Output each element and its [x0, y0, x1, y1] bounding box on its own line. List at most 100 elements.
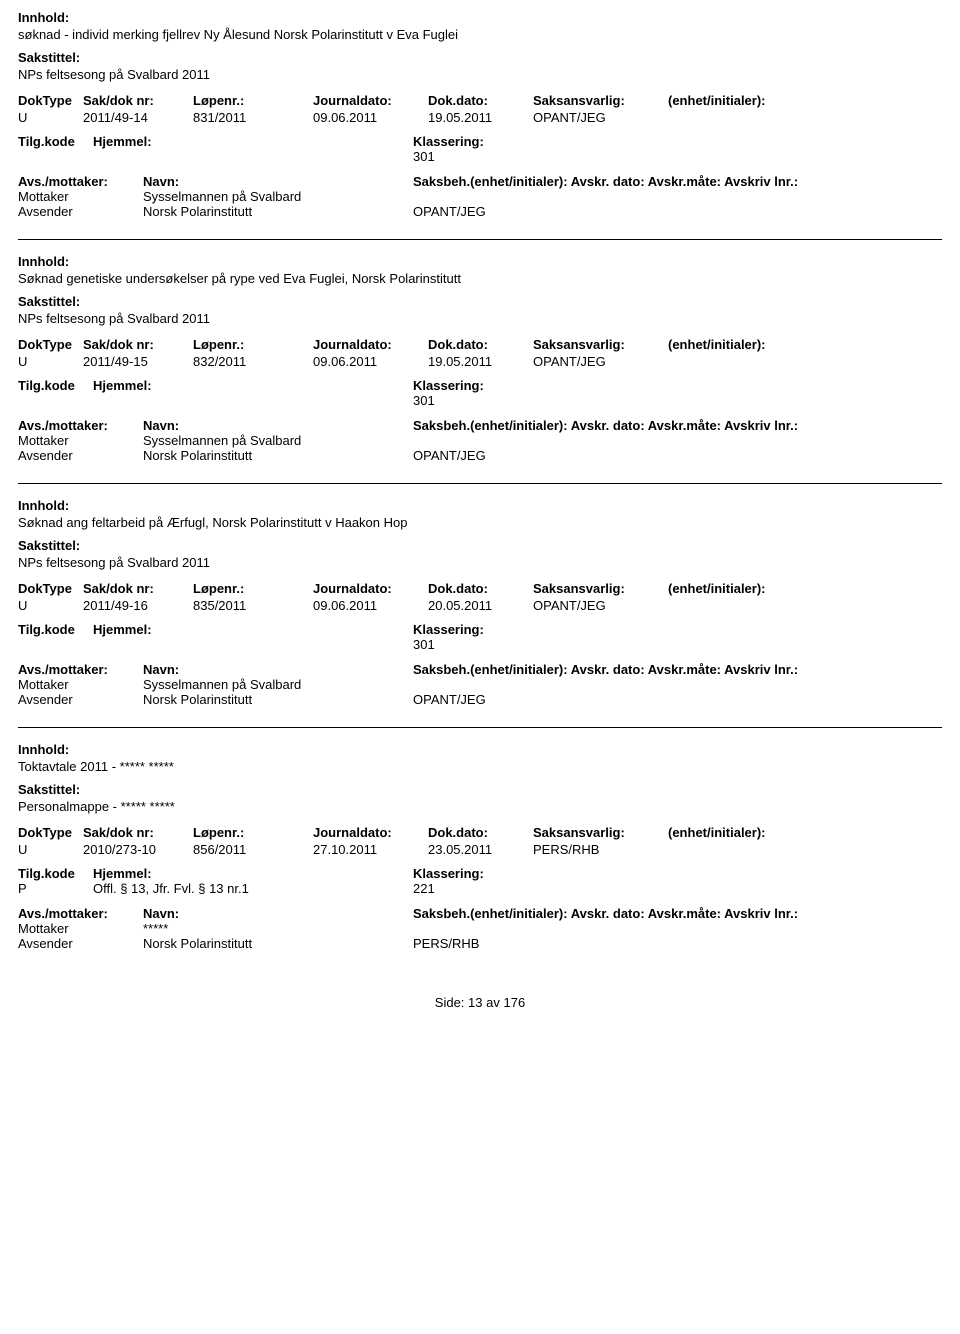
avsmottaker-label: Avs./mottaker:	[18, 662, 143, 677]
val-enhet	[668, 353, 942, 370]
val-lopenr: 835/2011	[193, 597, 313, 614]
record-divider	[18, 727, 942, 728]
party-name: Norsk Polarinstitutt	[143, 692, 413, 707]
sakstittel-text: NPs feltsesong på Svalbard 2011	[18, 309, 942, 336]
meta-header-row: DokType Sak/dok nr: Løpenr.: Journaldato…	[18, 336, 942, 353]
val-dokdato: 19.05.2011	[428, 353, 533, 370]
tilgkode-label: Tilg.kode	[18, 378, 93, 393]
innhold-text: Søknad genetiske undersøkelser på rype v…	[18, 269, 942, 294]
col-doktype: DokType	[18, 824, 83, 841]
val-sakdok: 2011/49-16	[83, 597, 193, 614]
val-doktype: U	[18, 109, 83, 126]
navn-label: Navn:	[143, 906, 413, 921]
avsmottaker-label: Avs./mottaker:	[18, 174, 143, 189]
journal-record: Innhold:Toktavtale 2011 - ***** *****Sak…	[18, 742, 942, 965]
meta-header-row: DokType Sak/dok nr: Løpenr.: Journaldato…	[18, 824, 942, 841]
navn-label: Navn:	[143, 662, 413, 677]
party-row: Avsender Norsk Polarinstitutt OPANT/JEG	[18, 692, 942, 707]
party-name: Norsk Polarinstitutt	[143, 204, 413, 219]
innhold-label: Innhold:	[18, 742, 942, 757]
saksbeh-header: Saksbeh.(enhet/initialer): Avskr. dato: …	[413, 174, 942, 189]
val-journaldato: 09.06.2011	[313, 597, 428, 614]
col-sakdok: Sak/dok nr:	[83, 580, 193, 597]
klassering-label: Klassering:	[413, 866, 942, 881]
col-journaldato: Journaldato:	[313, 92, 428, 109]
tilg-klass-row: Tilg.kode Hjemmel: P Offl. § 13, Jfr. Fv…	[18, 866, 942, 896]
klassering-label: Klassering:	[413, 134, 942, 149]
tilg-klass-row: Tilg.kode Hjemmel: Klassering: 301	[18, 378, 942, 408]
party-row: Mottaker Sysselmannen på Svalbard	[18, 677, 942, 692]
hjemmel-label: Hjemmel:	[93, 622, 152, 637]
col-sakdok: Sak/dok nr:	[83, 336, 193, 353]
tilg-klass-row: Tilg.kode Hjemmel: Klassering: 301	[18, 134, 942, 164]
parties-block: Avs./mottaker: Navn: Saksbeh.(enhet/init…	[18, 174, 942, 219]
tilg-klass-row: Tilg.kode Hjemmel: Klassering: 301	[18, 622, 942, 652]
page-footer: Side: 13 av 176	[18, 965, 942, 1010]
party-row: Avsender Norsk Polarinstitutt PERS/RHB	[18, 936, 942, 951]
col-saksansvarlig: Saksansvarlig:	[533, 336, 668, 353]
col-journaldato: Journaldato:	[313, 824, 428, 841]
parties-block: Avs./mottaker: Navn: Saksbeh.(enhet/init…	[18, 662, 942, 707]
sakstittel-label: Sakstittel:	[18, 294, 942, 309]
party-role: Avsender	[18, 692, 143, 707]
val-saksansvarlig: OPANT/JEG	[533, 597, 668, 614]
klassering-value: 301	[413, 149, 942, 164]
sakstittel-label: Sakstittel:	[18, 782, 942, 797]
party-saksbeh	[413, 677, 942, 692]
innhold-label: Innhold:	[18, 498, 942, 513]
col-doktype: DokType	[18, 336, 83, 353]
meta-value-row: U 2011/49-14 831/2011 09.06.2011 19.05.2…	[18, 109, 942, 126]
col-saksansvarlig: Saksansvarlig:	[533, 824, 668, 841]
parties-block: Avs./mottaker: Navn: Saksbeh.(enhet/init…	[18, 906, 942, 951]
sakstittel-text: Personalmappe - ***** *****	[18, 797, 942, 824]
col-sakdok: Sak/dok nr:	[83, 824, 193, 841]
party-saksbeh	[413, 189, 942, 204]
party-row: Avsender Norsk Polarinstitutt OPANT/JEG	[18, 448, 942, 463]
party-row: Avsender Norsk Polarinstitutt OPANT/JEG	[18, 204, 942, 219]
journal-record: Innhold:Søknad genetiske undersøkelser p…	[18, 254, 942, 477]
sakstittel-label: Sakstittel:	[18, 50, 942, 65]
party-name: Sysselmannen på Svalbard	[143, 433, 413, 448]
col-lopenr: Løpenr.:	[193, 336, 313, 353]
page-number: 13	[468, 995, 482, 1010]
col-enhet: (enhet/initialer):	[668, 580, 942, 597]
party-name: Sysselmannen på Svalbard	[143, 677, 413, 692]
col-lopenr: Løpenr.:	[193, 580, 313, 597]
val-saksansvarlig: PERS/RHB	[533, 841, 668, 858]
klassering-value: 221	[413, 881, 942, 896]
party-role: Mottaker	[18, 921, 143, 936]
parties-block: Avs./mottaker: Navn: Saksbeh.(enhet/init…	[18, 418, 942, 463]
col-enhet: (enhet/initialer):	[668, 336, 942, 353]
party-role: Mottaker	[18, 677, 143, 692]
party-name: Norsk Polarinstitutt	[143, 448, 413, 463]
hjemmel-label: Hjemmel:	[93, 134, 152, 149]
tilgkode-label: Tilg.kode	[18, 622, 93, 637]
val-lopenr: 832/2011	[193, 353, 313, 370]
val-enhet	[668, 841, 942, 858]
col-doktype: DokType	[18, 580, 83, 597]
party-name: Sysselmannen på Svalbard	[143, 189, 413, 204]
col-enhet: (enhet/initialer):	[668, 92, 942, 109]
val-enhet	[668, 597, 942, 614]
journal-record: Innhold:søknad - individ merking fjellre…	[18, 10, 942, 233]
meta-header-row: DokType Sak/dok nr: Løpenr.: Journaldato…	[18, 92, 942, 109]
klassering-value: 301	[413, 637, 942, 652]
val-sakdok: 2011/49-15	[83, 353, 193, 370]
val-lopenr: 831/2011	[193, 109, 313, 126]
innhold-text: Toktavtale 2011 - ***** *****	[18, 757, 942, 782]
klassering-label: Klassering:	[413, 622, 942, 637]
innhold-text: søknad - individ merking fjellrev Ny Åle…	[18, 25, 942, 50]
val-journaldato: 09.06.2011	[313, 109, 428, 126]
hjemmel-label: Hjemmel:	[93, 866, 152, 881]
val-saksansvarlig: OPANT/JEG	[533, 109, 668, 126]
party-role: Avsender	[18, 204, 143, 219]
col-enhet: (enhet/initialer):	[668, 824, 942, 841]
journal-record: Innhold:Søknad ang feltarbeid på Ærfugl,…	[18, 498, 942, 721]
innhold-text: Søknad ang feltarbeid på Ærfugl, Norsk P…	[18, 513, 942, 538]
hjemmel-label: Hjemmel:	[93, 378, 152, 393]
sakstittel-label: Sakstittel:	[18, 538, 942, 553]
page-sep: av	[486, 995, 500, 1010]
klassering-value: 301	[413, 393, 942, 408]
col-saksansvarlig: Saksansvarlig:	[533, 580, 668, 597]
party-saksbeh: OPANT/JEG	[413, 204, 942, 219]
